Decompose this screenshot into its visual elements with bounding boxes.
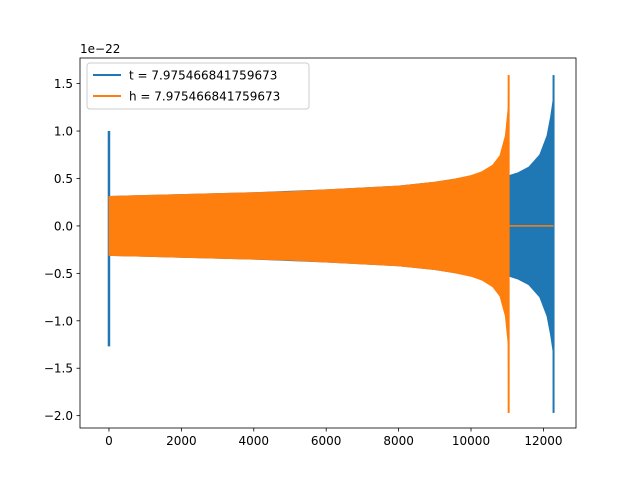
axes-frame bbox=[79, 57, 577, 429]
x-tick-label: 8000 bbox=[383, 434, 414, 448]
y-offset-label: 1e−22 bbox=[80, 42, 120, 56]
y-tick-label: −2.0 bbox=[44, 409, 73, 423]
legend-box bbox=[86, 62, 310, 110]
x-tick-label: 12000 bbox=[524, 434, 562, 448]
series-1 bbox=[108, 75, 554, 413]
legend-label-0: t = 7.975466841759673 bbox=[129, 69, 277, 83]
y-tick-label: 0.5 bbox=[54, 172, 73, 186]
x-tick-label: 6000 bbox=[311, 434, 342, 448]
x-tick-label: 2000 bbox=[166, 434, 197, 448]
plot-area bbox=[107, 75, 555, 413]
y-tick-label: −1.5 bbox=[44, 362, 73, 376]
x-tick-label: 10000 bbox=[452, 434, 490, 448]
y-tick-label: −0.5 bbox=[44, 267, 73, 281]
x-tick-label: 4000 bbox=[239, 434, 270, 448]
y-tick-label: 1.5 bbox=[54, 77, 73, 91]
y-tick-label: 0.0 bbox=[54, 219, 73, 233]
y-tick-label: 1.0 bbox=[54, 125, 73, 139]
y-tick-label: −1.0 bbox=[44, 314, 73, 328]
legend-label-1: h = 7.975466841759673 bbox=[129, 90, 280, 104]
x-tick-label: 0 bbox=[105, 434, 113, 448]
axes: 0 2000 4000 6000 8000 10000 12000 −2.0 −1.5 −1.0 −… bbox=[44, 57, 577, 448]
legend: t = 7.975466841759673 h = 7.9754668417596… bbox=[86, 62, 310, 110]
